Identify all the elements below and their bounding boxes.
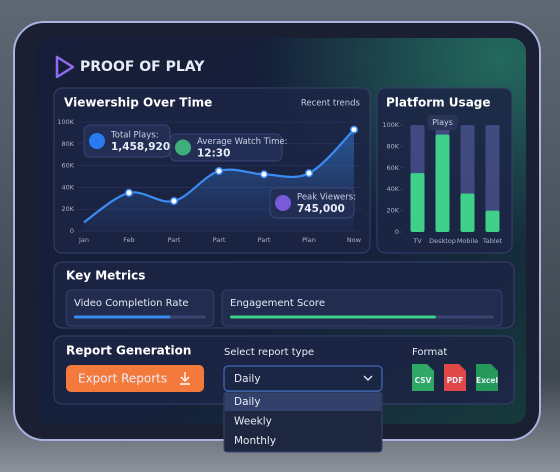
y-tick-label: 60K xyxy=(386,164,399,172)
chevron xyxy=(363,375,373,381)
bar xyxy=(485,210,500,232)
x-tick-label: Feb xyxy=(123,236,135,244)
x-tick-label: TV xyxy=(412,237,422,245)
progress-bar xyxy=(230,315,436,319)
y-tick-label: 20K xyxy=(386,207,399,215)
bar xyxy=(435,134,450,232)
dropdown-option[interactable]: Daily xyxy=(234,396,261,408)
annotation-box xyxy=(169,133,283,162)
panel-title: Report Generation xyxy=(66,344,191,358)
bar-chart: 0 20K 40K 60K 80K 100K TV Desktop Mobile Tablet Pl… xyxy=(382,115,503,245)
point xyxy=(169,196,179,206)
y-tick-label: 40K xyxy=(386,185,399,193)
option-highlight xyxy=(225,393,381,411)
x-tick-label: Desktop xyxy=(429,237,456,245)
x-tick-label: Part xyxy=(168,236,181,244)
annotation-label: Peak Viewers: xyxy=(297,193,356,203)
metric-label: Engagement Score xyxy=(230,298,325,309)
panel-title: Viewership Over Time xyxy=(64,96,212,110)
metrics: Video Completion Rate Engagement Score xyxy=(65,289,503,327)
panel-title: Key Metrics xyxy=(66,269,145,283)
point xyxy=(304,169,314,178)
x-tick-label: Part xyxy=(258,236,271,244)
point xyxy=(124,188,134,197)
x-tick-label: Plan xyxy=(302,236,316,244)
y-tick-label: 80K xyxy=(386,142,399,150)
annotation-value: 12:30 xyxy=(197,148,230,160)
bar xyxy=(460,193,475,232)
y-tick-label: 0 xyxy=(395,228,399,236)
file-format: PDF xyxy=(447,376,464,385)
dropdown[interactable] xyxy=(223,365,383,392)
export-button-label: Export Reports xyxy=(78,372,167,386)
tooltip-label: Plays xyxy=(432,118,453,127)
x-tick-label: Jan xyxy=(78,236,89,244)
panel-title: Platform Usage xyxy=(386,96,491,110)
x-tick-label: Mobile xyxy=(457,237,478,245)
x-tick-label: Tablet xyxy=(482,237,503,245)
point xyxy=(214,167,224,176)
annotation-icon xyxy=(175,139,191,156)
download-icon xyxy=(180,372,190,385)
y-tick-label: 100K xyxy=(57,118,74,126)
tooltip xyxy=(427,115,458,130)
metric-label: Video Completion Rate xyxy=(74,298,189,309)
annotation-box xyxy=(269,187,355,219)
annotation-icon xyxy=(89,133,105,149)
y-tick-label: 20K xyxy=(61,205,74,213)
select-label: Select report type xyxy=(224,347,314,358)
line-chart: 0 20K 40K 60K 80K 100K Jan Feb Part Part Part Plan N… xyxy=(57,118,362,244)
y-tick-label: 0 xyxy=(70,227,74,235)
annotation-label: Average Watch Time: xyxy=(197,137,287,147)
point xyxy=(259,170,269,179)
y-tick-label: 80K xyxy=(61,140,74,148)
annotation-icon xyxy=(275,195,291,211)
file-format: CSV xyxy=(415,376,432,385)
bar xyxy=(410,173,425,232)
x-tick-label: Now xyxy=(347,236,362,244)
bar-track xyxy=(485,125,500,232)
format-label: Format xyxy=(412,347,447,358)
app-title: PROOF OF PLAY xyxy=(80,59,205,75)
export-button[interactable] xyxy=(66,365,204,392)
dropdown-value: Daily xyxy=(234,373,261,385)
dropdown-option[interactable]: Weekly xyxy=(234,416,272,428)
logo xyxy=(55,55,75,79)
y-tick-label: 40K xyxy=(61,183,74,191)
file-icon[interactable] xyxy=(476,364,498,391)
file-format: Excel xyxy=(476,376,498,385)
annotation-value: 745,000 xyxy=(297,203,345,215)
progress-bar xyxy=(74,315,171,319)
file-icon[interactable] xyxy=(444,364,466,391)
y-tick-label: 100K xyxy=(382,121,399,129)
annotation-label: Total Plays: xyxy=(110,131,159,141)
point xyxy=(349,125,359,134)
y-tick-label: 60K xyxy=(61,162,74,170)
panel-subtitle: Recent trends xyxy=(301,99,361,109)
annotation-value: 1,458,920 xyxy=(111,141,170,153)
file-icon[interactable] xyxy=(412,364,434,391)
dropdown-option[interactable]: Monthly xyxy=(234,435,276,447)
x-tick-label: Part xyxy=(213,236,226,244)
